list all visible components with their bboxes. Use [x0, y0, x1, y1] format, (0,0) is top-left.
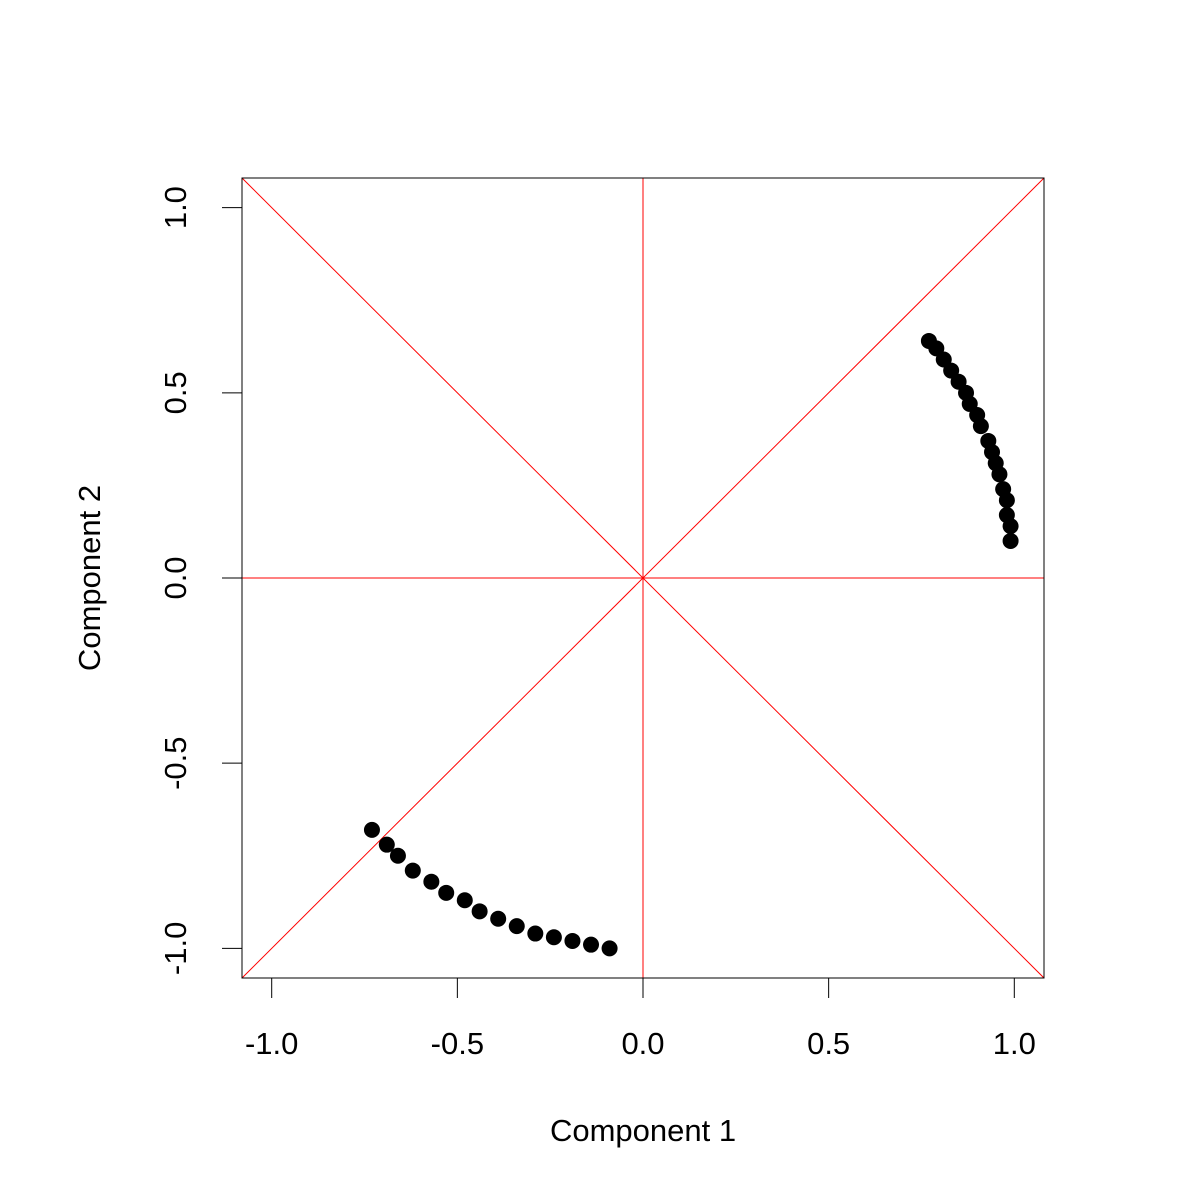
point [601, 940, 618, 957]
point [545, 929, 562, 946]
point [564, 932, 581, 949]
reference-line [241, 177, 1045, 979]
point [972, 418, 989, 435]
point [404, 862, 421, 879]
point [423, 873, 440, 890]
point [438, 884, 455, 901]
point [490, 910, 507, 927]
x-tick-label: 0.5 [807, 1026, 850, 1061]
x-tick-label: -0.5 [431, 1026, 484, 1061]
point [998, 492, 1015, 509]
point [471, 903, 488, 920]
point [456, 892, 473, 909]
point [389, 847, 406, 864]
point [363, 821, 380, 838]
y-axis-label: Component 2 [72, 485, 107, 671]
point [1002, 518, 1019, 535]
point [1002, 532, 1019, 549]
point [378, 836, 395, 853]
y-tick-label: -0.5 [158, 736, 193, 789]
y-tick-label: -1.0 [158, 922, 193, 975]
point [527, 925, 544, 942]
point [991, 466, 1008, 483]
y-tick-label: 1.0 [158, 186, 193, 229]
x-axis-label: Component 1 [550, 1113, 736, 1148]
point [508, 918, 525, 935]
x-tick-label: 1.0 [993, 1026, 1036, 1061]
x-tick-label: 0.0 [621, 1026, 664, 1061]
point [583, 936, 600, 953]
y-tick-label: 0.0 [158, 556, 193, 599]
x-tick-label: -1.0 [245, 1026, 298, 1061]
y-tick-label: 0.5 [158, 371, 193, 414]
